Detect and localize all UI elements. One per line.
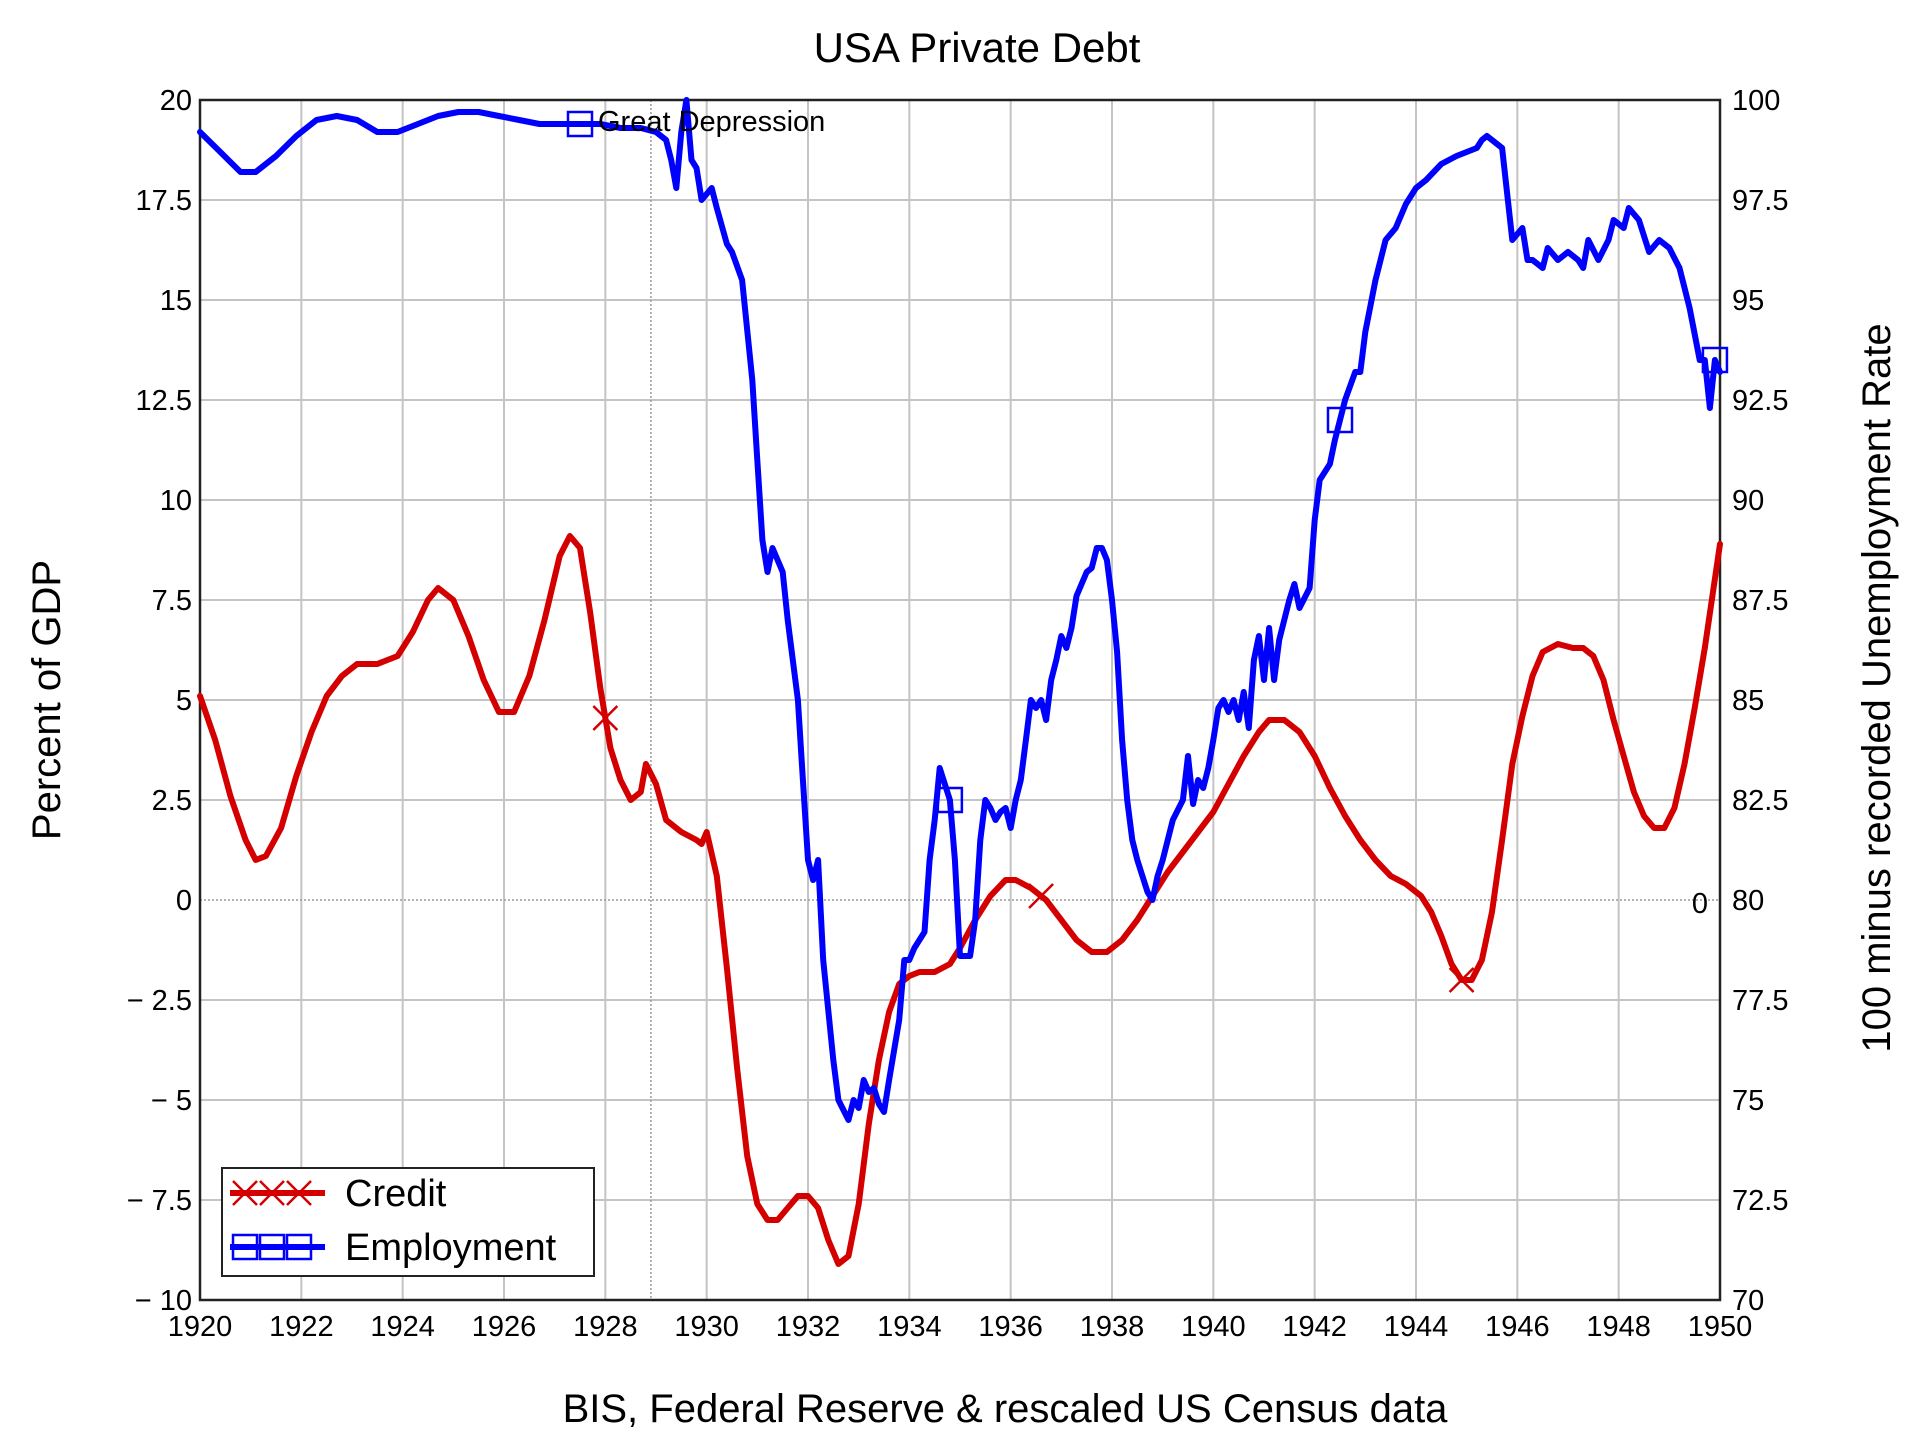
y-axis-title: Percent of GDP — [25, 560, 69, 840]
marker-employment — [1701, 346, 1729, 374]
marker-credit — [1028, 883, 1054, 909]
y-tick-label: 0 — [176, 885, 192, 917]
y2-tick-label: 77.5 — [1732, 985, 1788, 1017]
x-tick-label: 1942 — [1282, 1311, 1347, 1343]
y-axis-ticks: 20 17.5 15 12.5 10 7.5 5 2.5 0 − 2.5 − 5 − 7.5 − 10 — [127, 85, 192, 1317]
y2-tick-label: 87.5 — [1732, 585, 1788, 617]
series-line-credit — [197, 533, 1723, 1267]
chart-title: USA Private Debt — [814, 24, 1141, 71]
legend-employment-marker — [285, 1233, 313, 1261]
y-tick-label: 20 — [160, 85, 192, 117]
y2-axis-ticks: 100 97.5 95 92.5 90 87.5 85 82.5 80 77.5 75 72.5 70 — [1732, 85, 1788, 1317]
x-tick-label: 1950 — [1688, 1311, 1753, 1343]
y2-tick-label: 70 — [1732, 1285, 1764, 1317]
marker-employment — [1326, 406, 1354, 434]
y-tick-label: − 5 — [151, 1085, 192, 1117]
y2-tick-label: 90 — [1732, 485, 1764, 517]
grid — [200, 100, 1720, 1300]
marker-employment — [566, 110, 594, 138]
y2-tick-label: 100 — [1732, 85, 1780, 117]
legend-employment-label: Employment — [345, 1227, 557, 1269]
legend-employment-marker — [258, 1233, 286, 1261]
y-tick-label: − 7.5 — [127, 1185, 192, 1217]
marker-credit — [592, 705, 619, 731]
y-tick-label: 15 — [160, 285, 192, 317]
y2-tick-label: 85 — [1732, 685, 1764, 717]
x-axis-ticks: 1920 1922 1924 1926 1928 1930 1932 1934 1936 1938… — [168, 1311, 1753, 1343]
x-tick-label: 1922 — [269, 1311, 334, 1343]
legend-credit-marker — [232, 1180, 258, 1206]
legend-employment-markers — [231, 1233, 313, 1261]
x-tick-label: 1946 — [1485, 1311, 1550, 1343]
y-tick-label: 5 — [176, 685, 192, 717]
y-tick-label: − 10 — [135, 1285, 192, 1317]
y2-tick-label: 95 — [1732, 285, 1764, 317]
marker-employment — [936, 786, 964, 814]
y2-tick-label: 75 — [1732, 1085, 1764, 1117]
x-tick-label: 1928 — [573, 1311, 638, 1343]
x-tick-label: 1948 — [1586, 1311, 1651, 1343]
y-tick-label: − 2.5 — [127, 985, 192, 1017]
y2-tick-label: 82.5 — [1732, 785, 1788, 817]
y2-axis-title: 100 minus recorded Unemployment Rate — [1855, 323, 1899, 1052]
series-line-employment — [197, 97, 1723, 1123]
y-tick-label: 7.5 — [152, 585, 192, 617]
x-tick-label: 1944 — [1384, 1311, 1449, 1343]
x-tick-label: 1930 — [674, 1311, 739, 1343]
y-tick-label: 12.5 — [136, 385, 192, 417]
x-axis-title: BIS, Federal Reserve & rescaled US Censu… — [563, 1387, 1449, 1431]
x-tick-label: 1926 — [472, 1311, 537, 1343]
x-tick-label: 1920 — [168, 1311, 233, 1343]
annotation-label: Great Depression — [598, 106, 825, 138]
extra-zero-label: 0 — [1692, 888, 1708, 920]
y-tick-label: 10 — [160, 485, 192, 517]
legend-credit-label: Credit — [345, 1173, 447, 1215]
x-tick-label: 1938 — [1080, 1311, 1145, 1343]
x-tick-label: 1936 — [978, 1311, 1043, 1343]
legend-credit-markers — [232, 1180, 312, 1206]
y2-tick-label: 80 — [1732, 885, 1764, 917]
legend-credit-marker — [286, 1180, 312, 1206]
y2-tick-label: 97.5 — [1732, 185, 1788, 217]
legend-box — [221, 1167, 595, 1277]
legend-employment-marker — [231, 1233, 259, 1261]
x-tick-label: 1934 — [877, 1311, 942, 1343]
y2-tick-label: 72.5 — [1732, 1185, 1788, 1217]
legend: Credit Employment — [221, 1167, 595, 1277]
legend-credit-marker — [259, 1180, 285, 1206]
series-lines — [197, 97, 1723, 1267]
marker-credit — [1448, 967, 1475, 993]
y-tick-label: 17.5 — [136, 185, 192, 217]
x-tick-label: 1924 — [370, 1311, 435, 1343]
y2-tick-label: 92.5 — [1732, 385, 1788, 417]
x-tick-label: 1940 — [1181, 1311, 1246, 1343]
series-markers — [566, 110, 1729, 993]
y-tick-label: 2.5 — [152, 785, 192, 817]
x-tick-label: 1932 — [776, 1311, 841, 1343]
